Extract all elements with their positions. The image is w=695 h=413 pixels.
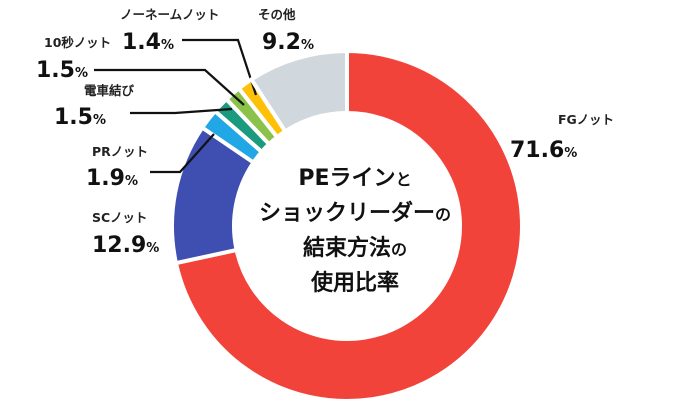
slice-label-6: その他 xyxy=(258,7,296,22)
leader-line-5 xyxy=(182,38,258,96)
title-line-2: ショックリーダーの xyxy=(258,201,452,226)
slice-value-4: 1.5% xyxy=(36,58,88,83)
title-line-3: 結束方法の xyxy=(302,236,408,261)
slice-label-0: FGノット xyxy=(558,112,614,127)
slice-value-1: 12.9% xyxy=(92,233,159,258)
chart-title: PEラインと ショックリーダーの 結束方法の 使用比率 xyxy=(246,162,464,302)
slice-label-3: 電車結び xyxy=(84,83,135,98)
slice-label-4: 10秒ノット xyxy=(44,35,111,50)
slice-label-1: SCノット xyxy=(92,210,147,225)
slice-value-0: 71.6% xyxy=(510,138,577,163)
slice-value-2: 1.9% xyxy=(86,166,138,191)
title-line-1: PEラインと xyxy=(298,166,412,191)
slice-6 xyxy=(249,49,349,134)
slice-value-6: 9.2% xyxy=(262,30,314,55)
slice-label-2: PRノット xyxy=(92,144,148,159)
slice-label-5: ノーネームノット xyxy=(120,7,219,22)
leader-line-2 xyxy=(150,133,215,174)
slice-value-5: 1.4% xyxy=(122,30,174,55)
slice-value-3: 1.5% xyxy=(54,105,106,130)
title-line-4: 使用比率 xyxy=(310,271,399,296)
slice-0 xyxy=(173,49,524,403)
leader-line-3 xyxy=(130,107,233,115)
leader-line-4 xyxy=(94,68,245,106)
